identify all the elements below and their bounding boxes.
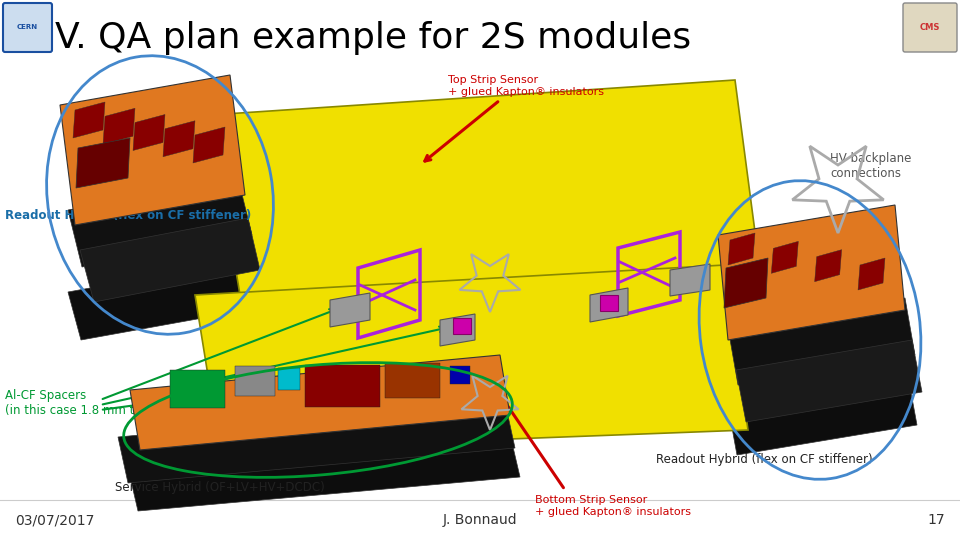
Polygon shape	[858, 258, 885, 290]
Text: J. Bonnaud: J. Bonnaud	[443, 513, 517, 527]
Polygon shape	[133, 114, 165, 151]
Polygon shape	[235, 366, 275, 396]
Polygon shape	[60, 75, 245, 225]
Polygon shape	[76, 138, 130, 188]
Polygon shape	[330, 293, 370, 327]
Polygon shape	[210, 80, 760, 295]
Text: CMS: CMS	[920, 23, 940, 31]
Bar	[453, 318, 471, 334]
Text: 03/07/2017: 03/07/2017	[15, 513, 94, 527]
Polygon shape	[590, 288, 628, 322]
Polygon shape	[193, 127, 225, 163]
Polygon shape	[728, 298, 915, 385]
FancyBboxPatch shape	[3, 3, 52, 52]
Polygon shape	[170, 370, 225, 408]
Polygon shape	[718, 205, 905, 340]
Polygon shape	[163, 121, 195, 157]
Polygon shape	[68, 178, 252, 267]
Polygon shape	[385, 363, 440, 398]
Polygon shape	[728, 376, 917, 455]
Polygon shape	[103, 108, 135, 144]
Polygon shape	[195, 265, 748, 450]
Polygon shape	[450, 366, 470, 384]
Text: V. QA plan example for 2S modules: V. QA plan example for 2S modules	[55, 21, 691, 55]
Polygon shape	[130, 355, 510, 450]
Text: Bottom Strip Sensor
+ glued Kapton® insulators: Bottom Strip Sensor + glued Kapton® insu…	[535, 495, 691, 517]
Polygon shape	[771, 241, 799, 273]
Text: Top Strip Sensor
+ glued Kapton® insulators: Top Strip Sensor + glued Kapton® insulat…	[448, 75, 604, 97]
Text: Al-CF Spacers
(in this case 1.8 mm thick): Al-CF Spacers (in this case 1.8 mm thick…	[5, 389, 163, 417]
Polygon shape	[305, 365, 380, 407]
Polygon shape	[440, 314, 475, 346]
Polygon shape	[128, 434, 520, 511]
Polygon shape	[670, 264, 710, 296]
Text: Service Hybrid (OF+LV+HV+DCDC): Service Hybrid (OF+LV+HV+DCDC)	[115, 481, 324, 494]
Polygon shape	[80, 218, 260, 302]
Polygon shape	[724, 258, 768, 308]
Polygon shape	[728, 233, 755, 265]
Polygon shape	[815, 249, 842, 282]
Text: Readout Hybrid (flex on CF stiffener): Readout Hybrid (flex on CF stiffener)	[656, 454, 873, 467]
Text: CERN: CERN	[16, 24, 37, 30]
Text: 17: 17	[927, 513, 945, 527]
Polygon shape	[68, 260, 258, 340]
Polygon shape	[278, 368, 300, 390]
Polygon shape	[736, 340, 922, 422]
Text: HV backplane
connections: HV backplane connections	[830, 152, 911, 180]
FancyBboxPatch shape	[903, 3, 957, 52]
Polygon shape	[118, 402, 515, 483]
Polygon shape	[73, 102, 105, 138]
Text: Readout Hybrid (flex on CF stiffener): Readout Hybrid (flex on CF stiffener)	[5, 208, 252, 221]
Bar	[600, 295, 618, 311]
